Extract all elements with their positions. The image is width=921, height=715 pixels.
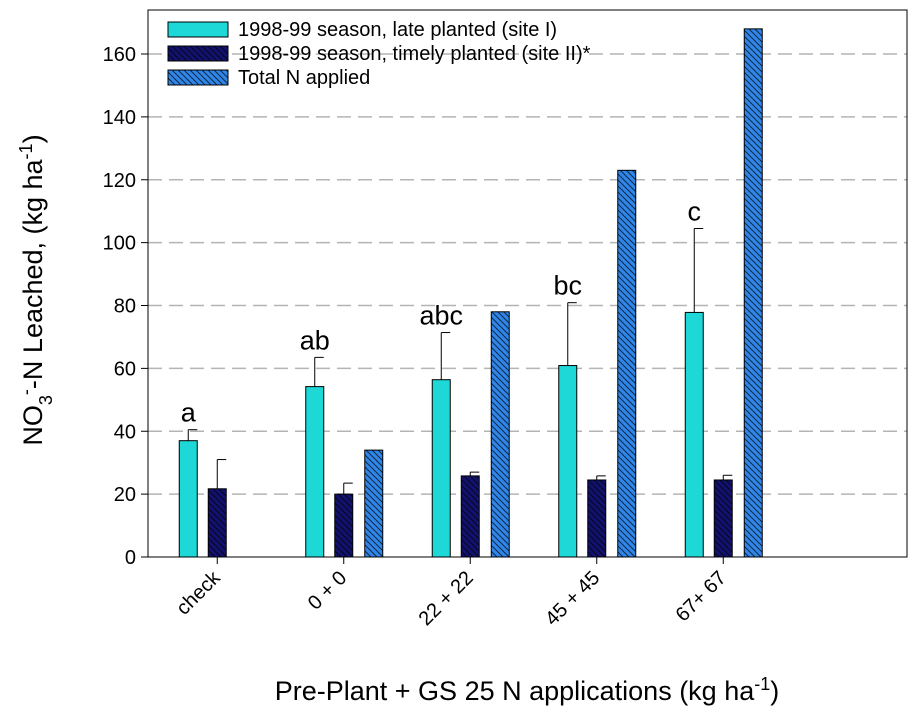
error-bar (440, 332, 451, 380)
bar (713, 479, 733, 558)
legend-label: 1998-99 season, timely planted (site II)… (238, 43, 591, 65)
y-tick-label: 120 (103, 170, 136, 192)
y-tick-label: 100 (103, 233, 136, 255)
y-axis-label-part: -1 (16, 143, 36, 159)
x-axis-label: Pre-Plant + GS 25 N applications (kg ha-… (275, 674, 780, 706)
y-axis-label-part: ) (18, 134, 48, 143)
bar (460, 475, 480, 558)
error-bar (469, 471, 480, 476)
legend-label: Total N applied (238, 67, 370, 89)
legend-label: 1998-99 season, late planted (site I) (238, 19, 557, 41)
legend-swatch (167, 69, 229, 86)
bar (558, 365, 578, 558)
annotation: bc (553, 271, 582, 301)
bar (490, 311, 510, 558)
error-bar (343, 482, 353, 495)
y-axis-label-part: NO (18, 405, 48, 446)
bar (207, 488, 227, 558)
legend-swatch (167, 21, 229, 38)
bar (431, 379, 451, 558)
bar (684, 311, 704, 558)
bar (743, 28, 763, 558)
bar (178, 440, 198, 558)
y-tick-label: 160 (103, 44, 136, 66)
error-bar (596, 475, 606, 480)
error-bar (314, 356, 324, 387)
x-axis-label-part: Pre-Plant + GS 25 N applications (kg ha (275, 676, 755, 706)
annotation: ab (300, 325, 330, 355)
annotation: abc (419, 301, 463, 331)
y-axis-label: NO3--N Leached, (kg ha-1) (16, 134, 56, 445)
bar (305, 386, 325, 558)
y-tick-label: 140 (103, 107, 136, 129)
error-bar (693, 227, 704, 313)
x-tick-label: 22 + 22 (415, 567, 478, 630)
x-tick-label: 0 + 0 (304, 567, 351, 614)
y-tick-label: 40 (114, 421, 136, 443)
error-bar (567, 302, 577, 366)
plot-frame (147, 9, 908, 558)
x-tick-label: check (172, 566, 225, 619)
x-axis-label-part: -1 (754, 674, 770, 694)
error-bar (216, 459, 227, 489)
bar (587, 479, 607, 558)
y-axis-label-part: - (16, 389, 36, 395)
legend-swatch (167, 45, 229, 62)
y-axis-label-part: 3 (36, 395, 56, 405)
bar (617, 169, 637, 558)
bar (334, 493, 354, 558)
x-axis-label-part: ) (770, 676, 779, 706)
error-bar (722, 474, 733, 480)
annotation: a (181, 398, 197, 428)
error-bar (187, 429, 198, 441)
x-tick-label: 45 + 45 (541, 567, 604, 630)
bar (364, 449, 384, 558)
x-tick-label: 67+ 67 (672, 567, 731, 626)
annotation: c (688, 196, 702, 226)
y-tick-label: 20 (114, 484, 136, 506)
y-tick-label: 80 (114, 296, 136, 318)
y-tick-label: 0 (125, 547, 136, 569)
y-axis-label-part: -N Leached, (kg ha (18, 158, 48, 389)
y-tick-label: 60 (114, 358, 136, 380)
